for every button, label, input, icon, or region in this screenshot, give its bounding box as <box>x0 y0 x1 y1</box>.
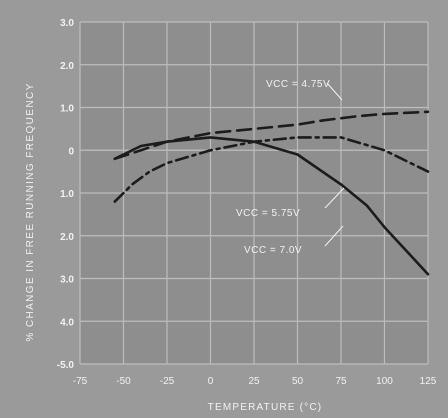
y-tick-label: 1.0 <box>60 189 74 200</box>
series-annotation: VCC = 4.75V <box>266 79 330 90</box>
x-tick-label: 125 <box>420 376 437 387</box>
series-line <box>113 136 430 276</box>
x-tick-label: 50 <box>292 376 304 387</box>
x-tick-label: 75 <box>335 376 347 387</box>
x-tick-label: 25 <box>248 376 260 387</box>
y-tick-label: 1.0 <box>60 104 74 115</box>
x-tick-label: -75 <box>73 376 88 387</box>
y-tick-labels: 3.0 2.0 1.0 0 1.0 2.0 3.0 4.0 -5.0 <box>57 18 75 371</box>
annotation-leader <box>324 225 344 247</box>
series-layer <box>113 110 430 276</box>
x-axis-label: TEMPERATURE (°C) <box>208 402 323 413</box>
annotation-layer: VCC = 4.75V VCC = 5.75V VCC = 7.0V <box>236 79 345 256</box>
x-tick-label: 0 <box>208 376 214 387</box>
annotation-leader <box>326 82 343 101</box>
y-tick-label: 3.0 <box>60 275 74 286</box>
y-tick-label: -5.0 <box>57 360 75 371</box>
y-axis-label: % CHANGE IN FREE RUNNING FREQUENCY <box>25 82 36 341</box>
series-line <box>113 110 430 161</box>
x-tick-labels: -75 -50 -25 0 25 50 75 100 125 <box>73 376 437 387</box>
x-tick-label: 100 <box>376 376 393 387</box>
series-annotation: VCC = 7.0V <box>244 245 302 256</box>
series-line <box>113 136 430 203</box>
y-tick-label: 3.0 <box>60 18 74 29</box>
x-tick-label: -25 <box>160 376 175 387</box>
y-tick-label: 4.0 <box>60 317 74 328</box>
series-annotation: VCC = 5.75V <box>236 208 300 219</box>
x-tick-label: -50 <box>116 376 131 387</box>
y-tick-label: 2.0 <box>60 232 74 243</box>
annotation-leader <box>324 187 345 209</box>
y-tick-label: 2.0 <box>60 61 74 72</box>
grid <box>79 21 429 365</box>
y-tick-label: 0 <box>68 146 74 157</box>
